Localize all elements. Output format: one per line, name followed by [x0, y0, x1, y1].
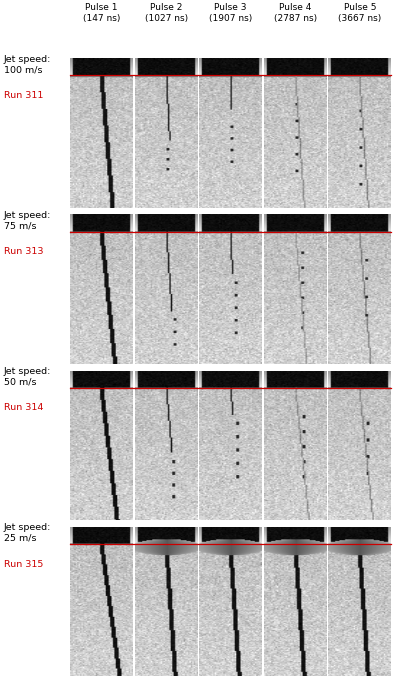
Text: Jet speed:
100 m/s: Jet speed: 100 m/s [4, 55, 51, 74]
Text: Run 315: Run 315 [4, 560, 43, 569]
Text: Pulse 1
(147 ns): Pulse 1 (147 ns) [83, 3, 120, 23]
Text: Run 314: Run 314 [4, 403, 43, 412]
Text: Run 313: Run 313 [4, 247, 44, 256]
Text: Pulse 2
(1027 ns): Pulse 2 (1027 ns) [145, 3, 188, 23]
Text: Run 311: Run 311 [4, 91, 43, 100]
Text: Pulse 4
(2787 ns): Pulse 4 (2787 ns) [274, 3, 317, 23]
Text: Pulse 3
(1907 ns): Pulse 3 (1907 ns) [209, 3, 252, 23]
Text: Jet speed:
75 m/s: Jet speed: 75 m/s [4, 211, 51, 230]
Text: Jet speed:
25 m/s: Jet speed: 25 m/s [4, 523, 51, 543]
Text: Jet speed:
50 m/s: Jet speed: 50 m/s [4, 367, 51, 386]
Text: Pulse 5
(3667 ns): Pulse 5 (3667 ns) [338, 3, 381, 23]
